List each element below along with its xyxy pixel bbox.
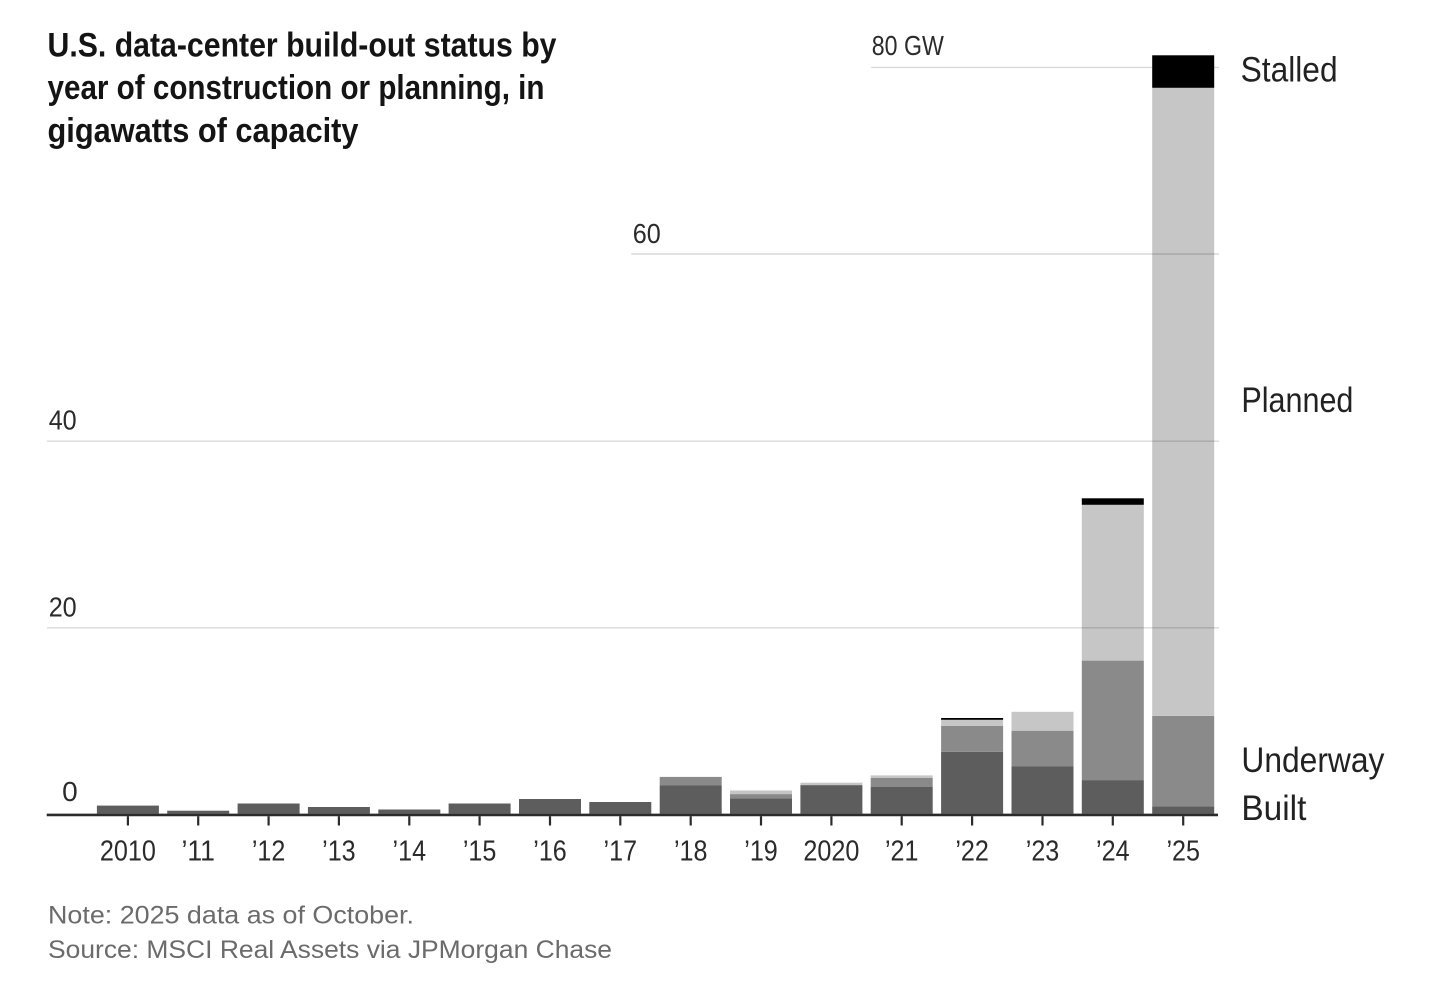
- svg-text:’13: ’13: [322, 836, 356, 868]
- svg-text:Note: 2025 data as of October.: Note: 2025 data as of October.: [48, 902, 414, 930]
- svg-text:Source: MSCI Real Assets via J: Source: MSCI Real Assets via JPMorgan Ch…: [48, 936, 612, 964]
- svg-text:Planned: Planned: [1241, 381, 1353, 420]
- svg-text:U.S. data-center build-out sta: U.S. data-center build-out status by: [48, 26, 557, 64]
- svg-text:year of construction or planni: year of construction or planning, in: [48, 69, 545, 107]
- svg-text:’25: ’25: [1166, 836, 1200, 868]
- svg-text:’15: ’15: [463, 836, 497, 868]
- svg-text:80 GW: 80 GW: [872, 30, 944, 61]
- svg-text:2010: 2010: [100, 836, 156, 868]
- svg-text:40: 40: [49, 405, 77, 436]
- svg-text:0: 0: [62, 776, 78, 807]
- svg-text:’23: ’23: [1026, 836, 1060, 868]
- svg-text:’21: ’21: [885, 836, 919, 868]
- svg-text:gigawatts of capacity: gigawatts of capacity: [48, 112, 359, 150]
- svg-text:’14: ’14: [393, 836, 427, 868]
- svg-text:’22: ’22: [955, 836, 989, 868]
- svg-text:’18: ’18: [674, 836, 708, 868]
- svg-text:Built: Built: [1241, 789, 1306, 828]
- svg-text:’11: ’11: [181, 836, 215, 868]
- svg-text:’16: ’16: [533, 836, 567, 868]
- svg-text:Underway: Underway: [1241, 741, 1384, 780]
- svg-text:20: 20: [49, 591, 77, 622]
- svg-text:’12: ’12: [252, 836, 286, 868]
- svg-text:Stalled: Stalled: [1241, 51, 1338, 90]
- svg-text:2020: 2020: [803, 836, 859, 868]
- svg-text:’17: ’17: [604, 836, 638, 868]
- svg-text:’19: ’19: [744, 836, 778, 868]
- svg-text:’24: ’24: [1096, 836, 1130, 868]
- svg-text:60: 60: [633, 218, 661, 249]
